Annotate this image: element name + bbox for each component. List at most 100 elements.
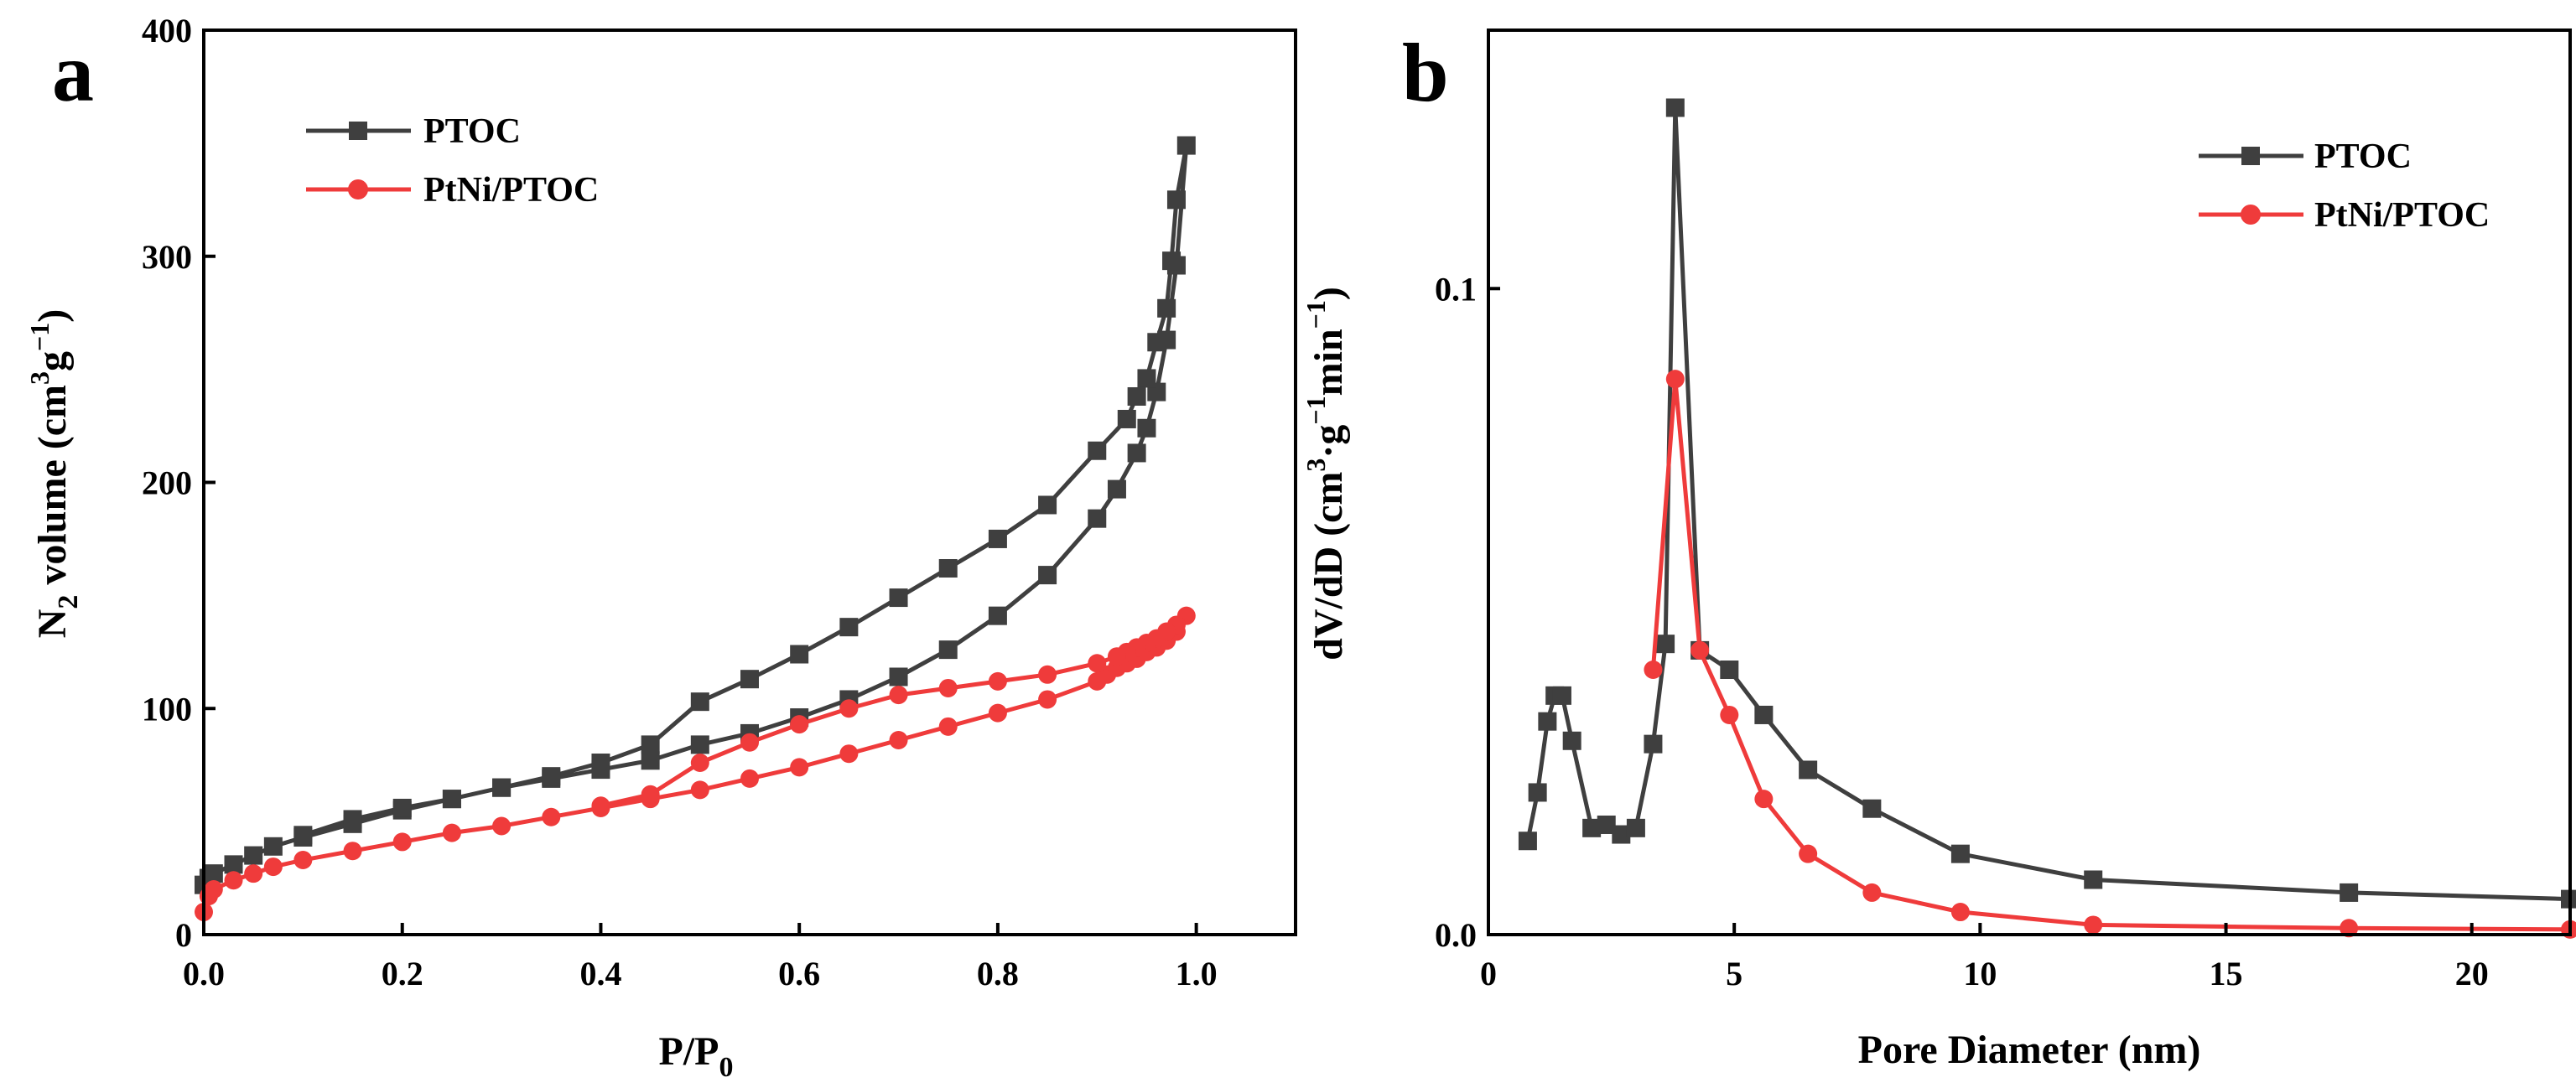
legend-a-ptoc-marker (349, 122, 367, 140)
x-title-sub: 0 (719, 1052, 733, 1083)
panel-b-point-ptoc (1552, 686, 1571, 705)
panel-a-point-ptni (938, 717, 958, 736)
panel-a-point-ptni (1038, 690, 1057, 709)
panel-a-point-ptoc (1137, 369, 1156, 388)
panel-a-x-tick-label: 0.8 (977, 955, 1019, 992)
panel-a-point-ptni (392, 832, 412, 852)
panel-a-point-ptni (1088, 654, 1107, 673)
panel-b-legend: PTOC PtNi/PTOC (2199, 137, 2490, 235)
panel-b-series-ptni-line (1650, 376, 2571, 932)
panel-a-point-ptoc (1107, 479, 1126, 499)
panel-a-y-axis-title: N2 volume (cm3g−1) (24, 309, 84, 638)
legend-b-ptni-label: PtNi/PTOC (2314, 196, 2490, 235)
panel-a-series-ptoc-line (201, 143, 1189, 887)
panel-b-y-tick-label: 0.1 (1435, 270, 1477, 308)
panel-a-point-ptoc (1117, 409, 1136, 428)
panel-b-point-ptoc (1754, 705, 1774, 724)
panel-a-point-ptoc (1162, 251, 1182, 271)
panel-a-point-ptoc (641, 735, 660, 754)
panel-a-point-ptoc (1137, 418, 1156, 438)
yb-title-end: ) (1306, 287, 1351, 300)
panel-b-point-ptoc (1612, 825, 1631, 844)
panel-a-point-ptoc (591, 753, 610, 772)
panel-a-point-ptni (889, 686, 908, 705)
panel-a-point-ptni (889, 731, 908, 750)
panel-a-point-ptoc (690, 735, 709, 754)
panel-a-point-ptoc (1157, 298, 1176, 318)
panel-b-point-ptoc (1528, 783, 1547, 802)
panel-a-y-tick-label: 200 (142, 464, 192, 502)
panel-b-point-ptoc (1538, 712, 1557, 731)
panel-a-point-ptoc (1038, 566, 1057, 585)
panel-a-point-ptoc (343, 810, 362, 829)
panel-a-y-tick-label: 0 (175, 916, 192, 954)
panel-b-series (1518, 98, 2576, 939)
panel-a-point-ptoc (690, 692, 709, 712)
panel-a-point-ptoc (1166, 190, 1186, 210)
panel-a-y-tick-label: 400 (142, 12, 192, 49)
legend-a-ptni: PtNi/PTOC (306, 171, 599, 210)
panel-a-point-ptni (1038, 665, 1057, 684)
panel-b-point-ptoc (1665, 98, 1685, 117)
panel-a-point-ptoc (442, 790, 461, 809)
panel-a-point-ptni (690, 753, 709, 772)
panel-a-point-ptoc (244, 846, 263, 865)
panel-b-point-ptni (2084, 915, 2103, 935)
panel-a-point-ptoc (839, 618, 859, 637)
panel-b-point-ptni (1690, 640, 1710, 660)
panel-a-point-ptni (690, 780, 709, 800)
panel-a-label: a (52, 26, 94, 119)
panel-a-frame (202, 28, 1297, 936)
panel-a-point-ptoc (392, 798, 412, 817)
panel-a-point-ptoc (492, 778, 512, 797)
panel-a-x-tick-label: 0.4 (579, 955, 621, 992)
legend-b-ptoc-marker (2241, 147, 2260, 165)
panel-a-point-ptoc (263, 837, 283, 856)
x-title-main: P/P (659, 1029, 719, 1074)
panel-a-point-ptni (988, 671, 1007, 691)
panel-a-x-axis-title: P/P0 (659, 1029, 734, 1083)
panel-a-point-ptoc (224, 855, 243, 874)
yb-title-supm1b: −1 (1301, 300, 1331, 329)
panel-a-point-ptoc (1127, 443, 1146, 463)
panel-b-x-tick-label: 5 (1726, 955, 1742, 992)
panel-a-point-ptoc (938, 640, 958, 660)
panel-a-point-ptni (542, 807, 561, 826)
panel-b-point-ptoc (1582, 818, 1602, 837)
panel-b-point-ptni (1644, 661, 1663, 680)
panel-b-x-tick-label: 0 (1480, 955, 1497, 992)
panel-a-point-ptni (790, 715, 809, 734)
panel-a-point-ptni (224, 871, 243, 890)
yb-title-min: min (1306, 329, 1351, 396)
panel-a-point-ptoc (204, 864, 223, 883)
panel-a-point-ptni (1107, 647, 1126, 666)
panel-b-point-ptni (1754, 790, 1774, 809)
panel-a-point-ptni (988, 703, 1007, 723)
panel-a-legend: PTOC PtNi/PTOC (306, 112, 599, 210)
panel-a-point-ptoc (889, 667, 908, 686)
panel-b-label: b (1402, 26, 1449, 119)
panel-a-point-ptni (442, 823, 461, 842)
panel-a-point-ptoc (1127, 386, 1146, 406)
panel-b-point-ptoc (1562, 731, 1581, 750)
panel-b-point-ptoc (1644, 734, 1663, 754)
panel-a-y-tick-label: 100 (142, 690, 192, 728)
legend-b-ptni-marker (2241, 205, 2261, 225)
panel-a-point-ptoc (988, 529, 1007, 548)
panel-a-point-ptoc (740, 670, 759, 689)
panel-a-point-ptoc (1038, 495, 1057, 515)
panel-b-point-ptoc (1518, 832, 1537, 851)
yb-title-pre: dV/dD (cm (1306, 472, 1351, 661)
panel-a-x-tick-label: 0.2 (382, 955, 423, 992)
panel-a-point-ptni (790, 758, 809, 777)
legend-a-ptoc-label: PTOC (423, 112, 521, 151)
y-title-g: g (30, 351, 75, 371)
panel-b-point-ptni (1665, 370, 1685, 389)
panel-a-point-ptoc (1088, 441, 1107, 460)
panel-b-point-ptoc (1626, 818, 1645, 837)
panel-b-frame (1487, 28, 2572, 936)
y-title-n: N (30, 609, 75, 638)
panel-b-ticks: 0 5 10 15 20 0.0 0.1 (1435, 270, 2489, 992)
panel-b-x-tick-label: 15 (2210, 955, 2243, 992)
